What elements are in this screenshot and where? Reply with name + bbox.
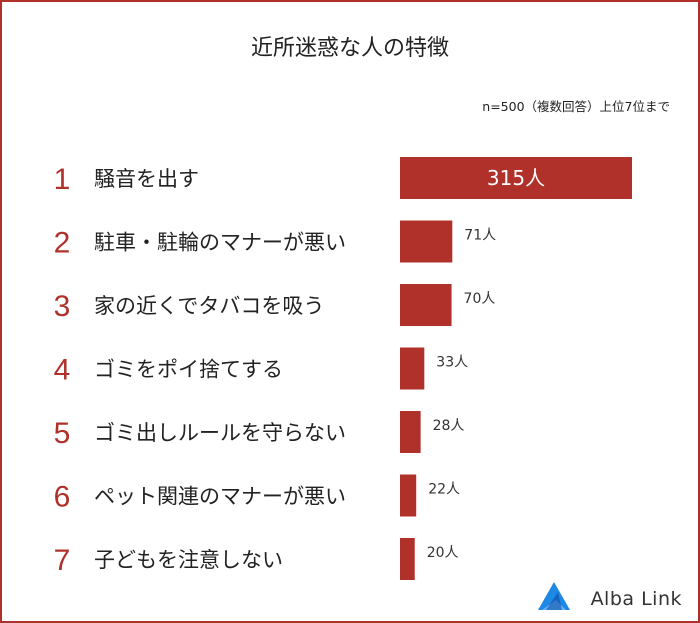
bar [400, 347, 425, 390]
value-label: 70人 [464, 291, 496, 307]
category-label: ペット関連のマナーが悪い [94, 485, 346, 509]
value-label: 20人 [427, 545, 459, 561]
rank-number: 1 [54, 163, 71, 196]
brand-name: Alba Link [590, 588, 682, 610]
category-label: ゴミをポイ捨てする [94, 358, 283, 382]
category-label: ゴミ出しルールを守らない [94, 421, 346, 445]
value-label: 28人 [433, 418, 465, 434]
rank-number: 4 [54, 354, 71, 387]
rank-number: 7 [54, 544, 71, 577]
value-label: 22人 [428, 482, 460, 498]
bar [400, 157, 632, 199]
chart-title: 近所迷惑な人の特徴 [250, 36, 449, 61]
bar [400, 284, 452, 326]
value-label: 315人 [487, 166, 545, 190]
category-label: 騒音を出す [94, 167, 199, 191]
bar [400, 474, 417, 517]
category-label: 家の近くでタバコを吸う [94, 294, 324, 318]
bar [400, 220, 453, 263]
rank-number: 5 [54, 417, 71, 450]
value-label: 71人 [464, 228, 496, 244]
rank-number: 6 [54, 481, 71, 514]
bar [400, 411, 421, 453]
category-label: 子どもを注意しない [94, 548, 283, 572]
category-label: 駐車・駐輪のマナーが悪い [94, 231, 346, 255]
rank-number: 2 [54, 227, 71, 260]
rank-number: 3 [54, 290, 71, 323]
alba-link-logo-icon [538, 582, 570, 610]
value-label: 33人 [436, 355, 468, 371]
sample-note: n=500（複数回答）上位7位まで [482, 99, 670, 114]
bar [400, 538, 415, 580]
